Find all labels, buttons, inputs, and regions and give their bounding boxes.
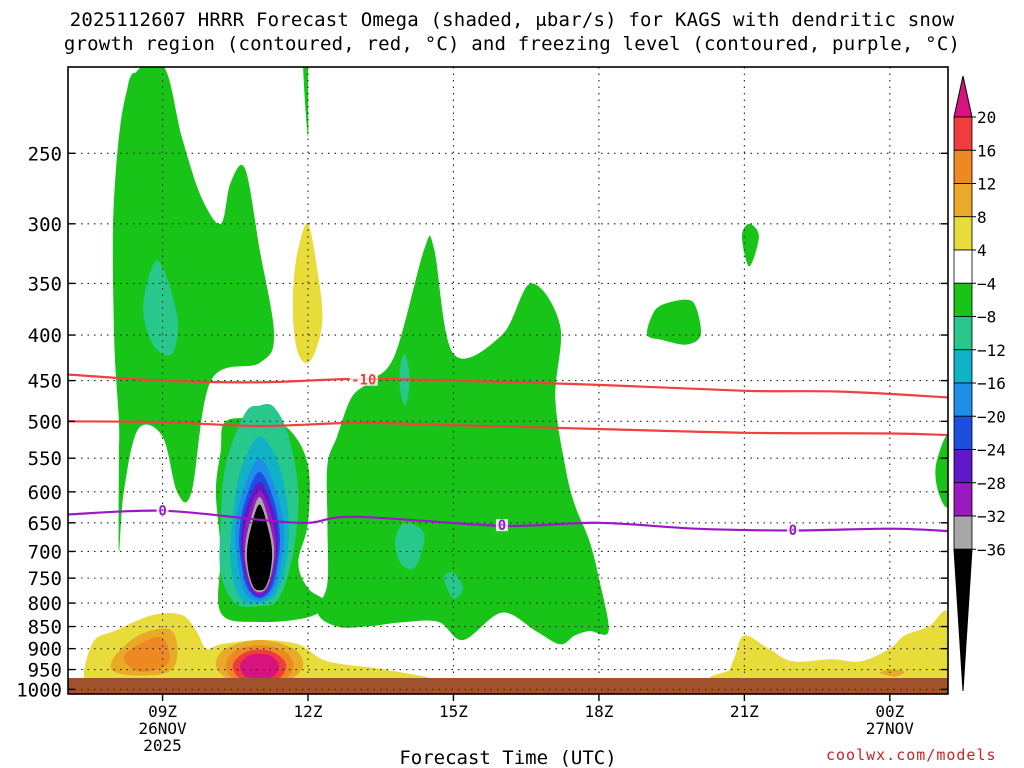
y-tick-label: 700	[28, 541, 62, 563]
y-tick-label: 600	[28, 482, 62, 504]
colorbar-label: 8	[977, 208, 987, 227]
omega-shading-layer	[83, 67, 948, 686]
colorbar-band	[953, 482, 973, 517]
colorbar-band	[953, 449, 973, 484]
x-tick-label: 2025	[143, 736, 182, 755]
colorbar-label: −20	[977, 407, 1006, 426]
omega-rising-teal-upper	[143, 260, 178, 356]
colorbar-band	[953, 149, 973, 184]
omega-sinking-yellow-upper	[292, 223, 323, 364]
colorbar-arrow-top	[953, 75, 973, 118]
omega-rising-green-upper-left-left-edge	[114, 72, 144, 258]
y-tick-label: 250	[28, 143, 62, 165]
x-axis-title: Forecast Time (UTC)	[399, 747, 616, 768]
omega-sinking-magenta-core	[240, 653, 279, 679]
contour-label: 0	[158, 504, 166, 520]
y-tick-label: 350	[28, 273, 62, 295]
colorbar-band	[953, 249, 973, 284]
y-tick-label: 550	[28, 448, 62, 470]
chart-title-line-1: 2025112607 HRRR Forecast Omega (shaded, …	[69, 9, 955, 31]
omega-rising-green-small-patch	[741, 223, 759, 267]
colorbar-band	[953, 349, 973, 384]
contour-label: 0	[789, 523, 797, 539]
contour-label-bg	[495, 519, 508, 532]
x-tick-label: 26NOV	[138, 719, 187, 738]
y-tick-label: 800	[28, 593, 62, 615]
colorbar-arrow-bottom	[953, 548, 973, 692]
y-tick-label: 900	[28, 639, 62, 661]
omega-sinking-gold-right	[880, 669, 905, 677]
y-tick-label: 500	[28, 411, 62, 433]
omega-rising-green-right-edge	[935, 435, 948, 508]
colorbar-label: −32	[977, 507, 1006, 526]
gridlines	[68, 67, 948, 690]
colorbar-band	[953, 183, 973, 218]
contour-label-bg	[349, 373, 378, 386]
chart-title: 2025112607 HRRR Forecast Omega (shaded, …	[0, 8, 1024, 56]
colorbar-label: 12	[977, 175, 996, 194]
colorbar-label: −12	[977, 341, 1006, 360]
colorbar-label: −8	[977, 308, 996, 327]
colorbar-legend: 20 16 12 8 4 −4 −8 −12 −16 −20 −24 −28 −32 −36	[953, 75, 1006, 692]
terrain-layer	[68, 678, 948, 694]
chart-title-line-2: growth region (contoured, red, °C) and f…	[63, 33, 961, 55]
colorbar-label: 16	[977, 141, 996, 160]
omega-rising-green-top-right	[647, 299, 702, 345]
omega-rising-green-center	[317, 235, 609, 645]
y-tick-label: 1000	[16, 679, 62, 701]
x-tick-label: 27NOV	[866, 719, 915, 738]
x-tick-label: 21Z	[730, 702, 759, 721]
colorbar-label: 20	[977, 108, 996, 127]
colorbar-band	[953, 116, 973, 151]
x-tick-label: 15Z	[439, 702, 468, 721]
contour-dendritic-snow-growth--10	[67, 373, 949, 399]
x-tick-label: 09Z	[148, 702, 177, 721]
y-tick-label: 450	[28, 371, 62, 393]
colorbar-label: −24	[977, 441, 1006, 460]
contour-label: 0	[498, 518, 506, 534]
y-tick-label: 650	[28, 513, 62, 535]
colorbar-band	[953, 216, 973, 251]
x-tick-label: 18Z	[584, 702, 613, 721]
colorbar-label: 4	[977, 241, 987, 260]
contour-dendritic-snow-growth--20	[67, 420, 949, 437]
colorbar-band	[953, 415, 973, 450]
colorbar-label: −28	[977, 474, 1006, 493]
y-axis: 2503003504004505005506006507007508008509…	[16, 143, 948, 701]
colorbar-label: −16	[977, 374, 1006, 393]
y-tick-label: 400	[28, 325, 62, 347]
site-credit: coolwx.com/models	[826, 746, 997, 764]
contour-layer: -10 0 0 0	[67, 373, 949, 539]
omega-rising-green-top-spike	[303, 67, 309, 138]
y-tick-label: 950	[28, 660, 62, 682]
contour-label-bg	[786, 523, 799, 536]
x-tick-label: 00Z	[875, 702, 904, 721]
colorbar-label: −4	[977, 274, 996, 293]
omega-rising-black	[246, 504, 273, 591]
omega-rising-teal-center-low	[395, 522, 425, 570]
omega-sinking-orange-left	[123, 636, 170, 673]
contour-label-bg	[156, 504, 169, 517]
contour-label: -10	[351, 373, 376, 389]
terrain-ground	[68, 678, 948, 694]
omega-rising-green-upper-left	[112, 67, 275, 552]
y-tick-label: 750	[28, 568, 62, 590]
colorbar-band	[953, 316, 973, 351]
x-tick-label: 12Z	[294, 702, 323, 721]
omega-sinking-yellow-low-right	[709, 610, 948, 686]
y-tick-label: 300	[28, 214, 62, 236]
colorbar-label: −36	[977, 540, 1006, 559]
colorbar-band	[953, 515, 973, 550]
colorbar-band	[953, 382, 973, 417]
colorbar-band	[953, 282, 973, 317]
y-tick-label: 850	[28, 617, 62, 639]
omega-rising-teal-center-lower	[443, 572, 464, 599]
